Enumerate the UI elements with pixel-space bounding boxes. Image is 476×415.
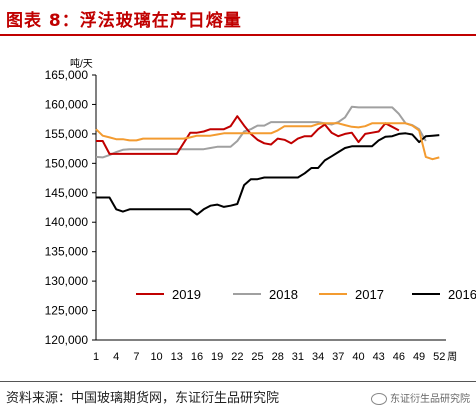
x-tick-label: 22 (231, 351, 243, 363)
x-tick-label: 4 (113, 351, 119, 363)
x-tick-label: 43 (373, 351, 385, 363)
x-tick-label: 25 (251, 351, 263, 363)
series-line-2018 (95, 105, 427, 159)
x-tick-label: 16 (191, 351, 203, 363)
chart-series-layer (95, 105, 440, 216)
legend-label-2019: 2019 (172, 287, 201, 302)
x-tick-label: 19 (211, 351, 223, 363)
chart-legend: 2019 2018 2017 2016 (136, 287, 476, 302)
x-tick-label: 34 (312, 351, 324, 363)
wechat-icon (371, 393, 387, 405)
x-tick-label: 28 (272, 351, 284, 363)
x-tick-label: 10 (150, 351, 162, 363)
y-unit-label: 吨/天 (70, 57, 93, 70)
watermark: 东证衍生品研究院 (371, 390, 470, 405)
y-tick-label: 130,000 (45, 274, 89, 288)
x-tick-label: 31 (292, 351, 304, 363)
x-tick-label: 1 (93, 351, 99, 363)
y-tick-label: 135,000 (45, 245, 89, 259)
series-line-2019 (96, 115, 400, 155)
x-tick-label: 40 (352, 351, 364, 363)
legend-label-2018: 2018 (269, 287, 298, 302)
series-line-2017 (95, 122, 440, 161)
page-title: 图表 8：浮法玻璃在产日熔量 (6, 11, 242, 31)
y-tick-label: 165,000 (45, 68, 89, 82)
x-tick-label: 52 (433, 351, 445, 363)
x-tick-label: 13 (171, 351, 183, 363)
legend-label-2017: 2017 (355, 287, 384, 302)
line-chart: 吨/天120,000125,000130,000135,000140,00014… (45, 57, 476, 363)
y-tick-label: 140,000 (45, 215, 89, 229)
y-tick-label: 145,000 (45, 186, 89, 200)
title-divider (0, 34, 476, 36)
x-tick-label: 37 (332, 351, 344, 363)
x-tick-label: 49 (413, 351, 425, 363)
y-tick-label: 125,000 (45, 304, 89, 318)
y-tick-label: 155,000 (45, 127, 89, 141)
title-bar: 图表 8：浮法玻璃在产日熔量 (0, 0, 476, 34)
y-tick-label: 150,000 (45, 156, 89, 170)
y-tick-label: 120,000 (45, 333, 89, 347)
source-note: 资料来源：中国玻璃期货网，东证衍生品研究院 (6, 391, 280, 406)
x-tick-label: 46 (393, 351, 405, 363)
x-axis-label: 周 (447, 351, 457, 363)
y-tick-label: 160,000 (45, 97, 89, 111)
x-tick-label: 7 (133, 351, 139, 363)
chart-axes: 吨/天120,000125,000130,000135,000140,00014… (45, 57, 458, 363)
legend-label-2016: 2016 (448, 287, 476, 302)
watermark-text: 东证衍生品研究院 (390, 394, 470, 405)
footer-divider (0, 381, 476, 382)
series-line-2016 (96, 132, 440, 216)
